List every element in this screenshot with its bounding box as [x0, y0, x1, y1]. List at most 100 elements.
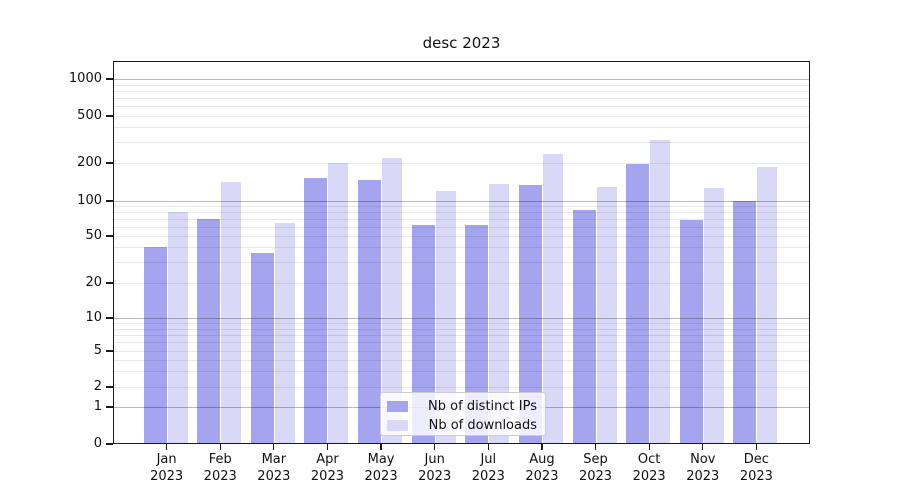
bar-downloads [435, 190, 456, 444]
x-tick-label: Jun 2023 [418, 452, 452, 484]
legend-label: Nb of downloads [428, 418, 537, 433]
gridline-major [113, 318, 810, 319]
bar-distinct-ips [626, 163, 650, 444]
x-tick-mark [755, 444, 758, 450]
bar-distinct-ips [358, 179, 382, 444]
x-tick-label: Jan 2023 [150, 452, 184, 484]
gridline-minor [113, 212, 810, 214]
x-tick-label: Aug 2023 [525, 452, 559, 484]
gridline-minor [113, 90, 810, 92]
gridline-minor [113, 342, 810, 344]
gridline-minor [113, 226, 810, 228]
x-tick-mark [434, 444, 436, 450]
gridline-minor [113, 334, 810, 336]
bar-distinct-ips [250, 252, 274, 444]
bar-distinct-ips [411, 225, 435, 444]
bar-downloads [596, 187, 617, 444]
bar-downloads [703, 187, 724, 444]
bar-downloads [221, 181, 242, 444]
x-tick-mark [273, 444, 275, 450]
gridline-minor [113, 142, 810, 144]
x-tick-label: Apr 2023 [310, 452, 344, 484]
legend-item: Nb of downloads [387, 417, 537, 434]
legend-swatch-downloads [387, 420, 408, 431]
gridline-minor [113, 84, 810, 86]
gridline-minor [113, 106, 810, 108]
legend: Nb of distinct IPs Nb of downloads [380, 392, 546, 436]
gridline-minor [113, 371, 810, 373]
gridline-minor [113, 247, 810, 249]
y-tick-mark [106, 78, 113, 80]
y-tick-label: 5 [93, 343, 102, 358]
bar-distinct-ips [733, 201, 757, 444]
legend-item: Nb of distinct IPs [387, 398, 537, 415]
bar-downloads [382, 158, 403, 444]
bar-downloads [489, 184, 510, 444]
gridline-minor [113, 359, 810, 361]
x-tick-mark [594, 444, 597, 450]
y-tick-label: 1000 [68, 71, 102, 86]
y-tick-mark [106, 350, 113, 352]
bar-distinct-ips [304, 178, 328, 444]
bar-distinct-ips [518, 184, 542, 444]
x-tick-label: Oct 2023 [632, 452, 666, 484]
y-tick-mark [106, 386, 113, 388]
gridline-minor [113, 127, 810, 129]
y-tick-label: 2 [93, 379, 102, 394]
x-tick-mark [380, 444, 382, 450]
x-tick-label: May 2023 [364, 452, 398, 484]
bar-distinct-ips [143, 247, 167, 444]
y-tick-label: 100 [77, 193, 102, 208]
y-tick-mark [106, 406, 113, 408]
bar-downloads [542, 153, 563, 444]
y-tick-mark [106, 162, 113, 164]
y-tick-mark [106, 235, 113, 237]
bar-distinct-ips [572, 209, 596, 444]
bar-distinct-ips [197, 219, 221, 444]
bar-downloads [274, 222, 295, 444]
gridline-minor [113, 328, 810, 330]
x-tick-mark [219, 444, 221, 450]
gridline-minor [113, 236, 810, 237]
legend-swatch-distinct-ips [387, 401, 408, 412]
x-tick-label: Mar 2023 [257, 452, 291, 484]
bar-downloads [757, 166, 778, 444]
gridline-minor [113, 98, 810, 100]
gridline-minor [113, 219, 810, 220]
y-tick-label: 50 [85, 228, 102, 243]
y-tick-label: 500 [77, 108, 102, 123]
bar-downloads [167, 212, 188, 444]
gridline-minor [113, 262, 810, 264]
x-tick-mark [541, 444, 543, 450]
bar-downloads [650, 139, 671, 444]
gridline-major [113, 79, 810, 80]
gridline-minor [113, 283, 810, 284]
x-tick-label: Feb 2023 [203, 452, 237, 484]
gridline-minor [113, 116, 810, 117]
legend-label: Nb of distinct IPs [428, 399, 537, 414]
y-tick-label: 0 [93, 436, 102, 451]
bar-distinct-ips [679, 219, 703, 444]
x-tick-label: Dec 2023 [739, 452, 773, 484]
bar-distinct-ips [465, 225, 489, 444]
gridline-minor [113, 351, 810, 352]
y-tick-label: 10 [85, 310, 102, 325]
x-tick-label: Jul 2023 [471, 452, 505, 484]
x-tick-mark [648, 444, 650, 450]
gridline-minor [113, 323, 810, 325]
gridline-minor [113, 206, 810, 208]
gridline-minor [113, 163, 810, 164]
gridline-minor [113, 387, 810, 388]
y-tick-mark [106, 282, 113, 284]
chart-title: desc 2023 [422, 34, 501, 52]
y-tick-label: 1 [93, 399, 102, 414]
y-tick-label: 20 [85, 275, 102, 290]
x-tick-mark [487, 444, 489, 450]
y-tick-mark [106, 200, 113, 202]
y-tick-mark [106, 115, 113, 117]
plot-area [113, 61, 810, 444]
x-tick-label: Sep 2023 [578, 452, 613, 484]
x-tick-mark [165, 444, 168, 450]
x-tick-mark [326, 444, 329, 450]
